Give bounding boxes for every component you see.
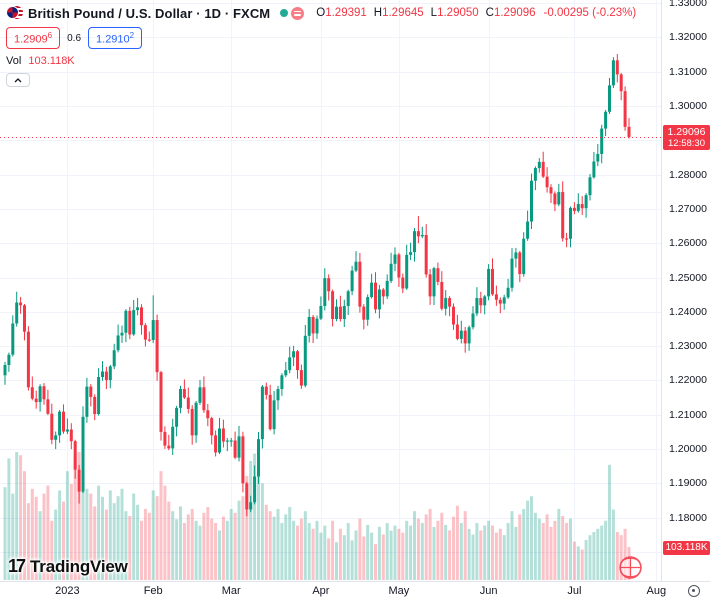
time-tick-label: Mar <box>221 585 241 597</box>
price-tick-label: 1.23000 <box>669 340 707 353</box>
time-tick-label: Jun <box>479 585 498 597</box>
price-tick-label: 1.26000 <box>669 237 707 250</box>
price-tick-label: 1.33000 <box>669 0 707 9</box>
price-chart-canvas[interactable] <box>0 0 661 581</box>
fxcm-logo-icon <box>619 556 642 579</box>
price-tick-label: 1.27000 <box>669 202 707 215</box>
sell-button[interactable]: 1.29096 <box>6 26 61 50</box>
price-tick-label: 1.20000 <box>669 443 707 456</box>
minds-icon[interactable] <box>291 6 305 20</box>
volume-badge: 103.118K <box>663 541 710 555</box>
chart-legend: British Pound / U.S. Dollar · 1D · FXCM … <box>6 4 636 87</box>
collapse-legend-button[interactable] <box>6 73 30 87</box>
price-tick-label: 1.25000 <box>669 271 707 284</box>
price-tick-label: 1.24000 <box>669 305 707 318</box>
time-tick-label: Aug <box>646 585 667 597</box>
buy-button[interactable]: 1.29102 <box>88 26 143 50</box>
tradingview-wordmark: TradingView <box>30 556 128 576</box>
price-tick-label: 1.21000 <box>669 408 707 421</box>
change-value: -0.00295 (-0.23%) <box>543 7 637 19</box>
price-tick-label: 1.28000 <box>669 168 707 181</box>
symbol-status-icons <box>280 6 305 20</box>
time-axis[interactable]: 2023 Feb Mar Apr May Jun Jul Aug <box>0 581 710 600</box>
tradingview-mark-icon: 17 <box>8 556 26 576</box>
time-tick-label: Jul <box>567 585 582 597</box>
currency-pair-icon <box>6 6 23 20</box>
price-tick-label: 1.19000 <box>669 477 707 490</box>
time-tick-label: May <box>388 585 410 597</box>
high-value: H1.29645 <box>373 7 424 19</box>
price-tick-label: 1.31000 <box>669 65 707 78</box>
ohlc-values: O1.29391 H1.29645 L1.29050 C1.29096 -0.0… <box>316 7 636 19</box>
volume-label: Vol <box>6 55 22 67</box>
close-value: C1.29096 <box>485 7 536 19</box>
tradingview-logo[interactable]: 17 TradingView <box>8 556 128 577</box>
time-tick-label: 2023 <box>55 585 80 597</box>
price-tick-label: 1.22000 <box>669 374 707 387</box>
volume-value: 103.118K <box>28 55 75 67</box>
current-price-badge: 1.29096 12:58:30 <box>663 124 710 150</box>
time-tick-label: Apr <box>312 585 330 597</box>
bid-ask-row: 1.29096 0.6 1.29102 <box>6 26 636 50</box>
price-tick-label: 1.32000 <box>669 31 707 44</box>
volume-legend: Vol 103.118K <box>6 55 636 67</box>
symbol-title-row[interactable]: British Pound / U.S. Dollar · 1D · FXCM … <box>6 4 636 22</box>
market-open-dot-icon <box>280 9 289 17</box>
chevron-up-icon <box>14 77 22 82</box>
price-tick-label: 1.30000 <box>669 99 707 112</box>
bar-countdown: 12:58:30 <box>668 137 705 149</box>
spread-value: 0.6 <box>67 32 82 44</box>
price-axis[interactable]: 1.29096 12:58:30 103.118K 1.33000 1.32000… <box>661 0 710 581</box>
current-price-value: 1.29096 <box>667 125 706 138</box>
symbol-title[interactable]: British Pound / U.S. Dollar · 1D · FXCM <box>28 5 271 21</box>
axis-settings-icon[interactable] <box>688 585 700 597</box>
open-value: O1.29391 <box>316 7 367 19</box>
time-tick-label: Feb <box>143 585 163 597</box>
gbp-flag-icon <box>6 6 19 19</box>
low-value: L1.29050 <box>430 7 479 19</box>
price-tick-label: 1.18000 <box>669 511 707 524</box>
